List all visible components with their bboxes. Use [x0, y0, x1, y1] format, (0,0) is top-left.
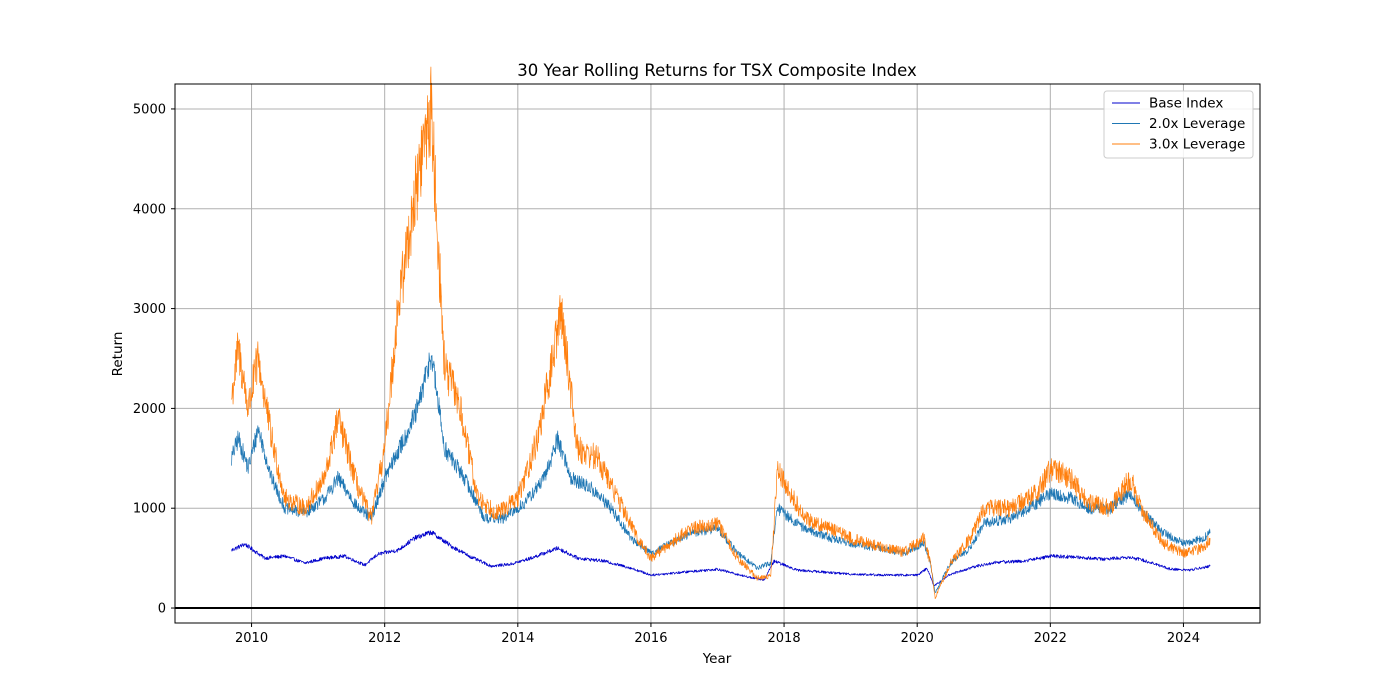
x-tick-label: 2016: [634, 631, 667, 646]
legend-label: 3.0x Leverage: [1149, 137, 1245, 153]
y-axis-label: Return: [110, 332, 126, 377]
x-tick-label: 2024: [1167, 631, 1200, 646]
y-tick-label: 0: [158, 602, 166, 617]
x-tick-label: 2018: [768, 631, 801, 646]
legend: Base Index 2.0x Leverage 3.0x Leverage: [1103, 90, 1254, 159]
series-line-2: [231, 352, 1211, 593]
legend-box: [1103, 90, 1254, 159]
x-tick-label: 2014: [501, 631, 534, 646]
series-line-1: [231, 530, 1211, 587]
legend-label: 2.0x Leverage: [1149, 116, 1245, 132]
y-tick-label: 3000: [133, 302, 166, 317]
series-line-3: [231, 66, 1211, 600]
y-tick-label: 2000: [133, 402, 166, 417]
x-tick-label: 2010: [235, 631, 268, 646]
chart-title: 30 Year Rolling Returns for TSX Composit…: [517, 61, 917, 80]
y-tick-label: 4000: [133, 202, 166, 217]
y-tick-label: 5000: [133, 102, 166, 117]
series-layer: [231, 66, 1211, 600]
tick-layer: 2010 2012 2014 2016 2018 2020 2022 2024 0 1000 200…: [133, 102, 1200, 646]
x-axis-label: Year: [702, 651, 732, 667]
grid-layer: [175, 84, 1260, 623]
plot-frame: [174, 83, 1261, 624]
x-tick-label: 2012: [368, 631, 401, 646]
legend-label: Base Index: [1149, 96, 1223, 112]
x-tick-label: 2022: [1034, 631, 1067, 646]
x-tick-label: 2020: [901, 631, 934, 646]
y-tick-label: 1000: [133, 502, 166, 517]
